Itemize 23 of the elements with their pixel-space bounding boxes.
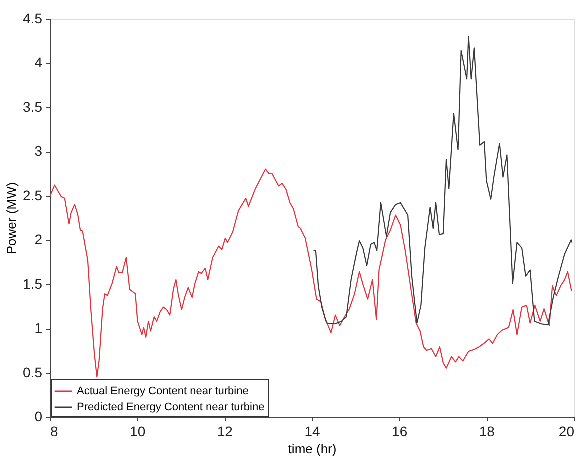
y-tick-label: 1 [34,320,43,336]
x-tick-label: 16 [392,424,408,440]
x-tick-label: 20 [558,424,575,440]
x-tick-label: 8 [50,424,58,440]
legend-label: Predicted Energy Content near turbine [77,402,265,414]
x-tick-label: 18 [479,424,496,440]
legend-label: Actual Energy Content near turbine [77,386,249,398]
x-axis-title: time (hr) [288,442,337,456]
line-series [313,36,573,326]
y-tick-label: 4.5 [23,10,43,26]
x-tick-label: 12 [217,424,234,440]
y-tick-label: 3 [34,143,43,160]
y-tick-label: 1.5 [23,276,43,292]
x-tick-label: 14 [304,424,320,440]
line-series [50,168,572,378]
y-tick-label: 3.5 [23,98,43,115]
y-tick-label: 0 [34,408,43,424]
y-tick-label: 0.5 [23,364,43,380]
y-tick-label: 2.5 [23,187,43,204]
y-tick-label: 4 [34,54,43,71]
y-tick-label: 2 [34,232,43,248]
x-tick-label: 10 [130,424,146,440]
y-axis-title: Power (MW) [4,182,20,255]
